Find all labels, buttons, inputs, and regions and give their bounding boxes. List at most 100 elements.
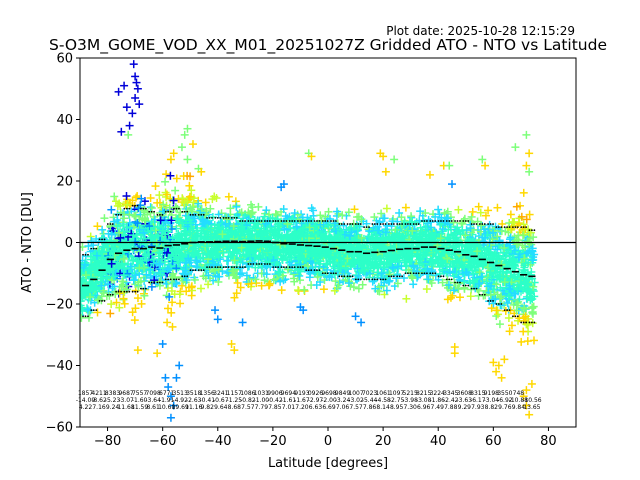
bin-statistics: 1857-14.094.224211-8.627.168383-5.239.24… <box>76 390 542 411</box>
bin-sd-marker <box>153 210 156 213</box>
x-tick-label: 80 <box>540 434 557 449</box>
bin-sd-marker <box>216 266 219 268</box>
data-point <box>520 266 529 275</box>
data-points <box>80 170 539 346</box>
bin-sd-marker <box>208 266 211 268</box>
bin-sd-marker <box>351 275 354 278</box>
data-point <box>197 204 206 213</box>
bin-sd-marker <box>434 220 437 222</box>
outlier-point <box>381 167 390 176</box>
outlier-point <box>120 81 129 90</box>
data-point <box>350 205 359 214</box>
bin-sd-marker <box>417 272 420 275</box>
bin-sd-marker <box>106 293 109 296</box>
bin-sd-marker <box>136 204 139 207</box>
bin-sd-marker <box>462 284 465 287</box>
data-point <box>168 322 177 331</box>
bin-sd-marker <box>456 220 459 222</box>
bin-sd-marker <box>258 263 261 265</box>
bin-sd-marker <box>514 315 517 318</box>
data-point <box>165 264 174 273</box>
bin-sd-marker <box>533 229 536 232</box>
bin-sd-marker <box>117 290 120 293</box>
data-point <box>479 237 488 246</box>
data-point <box>482 286 491 295</box>
bin-sd-marker <box>103 300 106 302</box>
bin-sd-marker <box>454 220 456 222</box>
data-point <box>112 298 121 307</box>
data-point <box>520 230 529 239</box>
bin-sd-marker <box>285 266 288 268</box>
bin-sd-marker <box>409 272 412 275</box>
bin-sd-marker <box>351 223 354 225</box>
data-point <box>171 278 180 287</box>
bin-sd-marker <box>189 213 192 216</box>
data-point <box>448 291 457 300</box>
x-tick-label: 40 <box>430 434 447 449</box>
bin-sd-marker <box>291 266 294 268</box>
bin-sd-marker <box>211 217 213 219</box>
data-point <box>166 171 175 180</box>
bin-sd-marker <box>483 293 486 296</box>
bin-sd-marker <box>454 281 456 284</box>
data-point <box>339 221 348 230</box>
bin-sd-marker <box>318 269 321 272</box>
y-tick-label: 60 <box>56 52 73 67</box>
bin-stat-label: 7.57 <box>349 404 363 411</box>
bin-sd-marker <box>382 278 385 281</box>
data-point <box>303 216 312 225</box>
bin-stat-label: -10.56 <box>522 397 542 404</box>
bin-sd-marker <box>487 300 489 302</box>
outlier-point <box>128 109 137 118</box>
data-point <box>167 308 176 317</box>
bin-sd-marker <box>263 263 266 265</box>
bin-sd-marker <box>531 229 533 232</box>
x-tick-label: −40 <box>204 434 231 449</box>
outlier-point <box>357 318 366 327</box>
data-point <box>119 294 128 303</box>
data-point <box>176 299 185 308</box>
bin-sd-marker <box>233 217 236 219</box>
outlier-point <box>133 84 142 93</box>
bin-sd-marker <box>497 226 500 229</box>
bin-sd-marker <box>280 266 283 268</box>
data-point <box>529 233 538 242</box>
bin-sd-marker <box>500 303 503 305</box>
bin-sd-marker <box>244 266 246 268</box>
data-point <box>208 195 217 204</box>
x-tick-label: −20 <box>259 434 286 449</box>
bin-sd-marker <box>318 220 321 222</box>
bin-sd-marker <box>181 210 184 213</box>
data-point <box>335 225 344 234</box>
outlier-point <box>172 373 181 382</box>
data-point <box>107 205 116 214</box>
data-point <box>164 304 173 313</box>
data-point <box>196 284 205 293</box>
bin-sd-marker <box>211 266 213 268</box>
bin-sd-marker <box>338 223 341 225</box>
bin-sd-marker <box>445 220 448 222</box>
bin-sd-marker <box>183 210 186 213</box>
data-point <box>93 222 102 231</box>
bin-stat-label: 7.06 <box>336 404 350 411</box>
bin-sd-marker <box>244 220 246 222</box>
bin-sd-marker <box>225 217 227 219</box>
bin-sd-marker <box>349 223 351 225</box>
bin-sd-marker <box>409 223 412 225</box>
bin-sd-marker <box>407 272 409 275</box>
bin-sd-marker <box>343 223 346 225</box>
bin-sd-marker <box>134 204 137 207</box>
bin-sd-marker <box>396 223 399 225</box>
data-point <box>224 268 233 277</box>
bin-sd-marker <box>293 220 296 222</box>
data-point <box>260 276 269 285</box>
bin-sd-marker <box>503 309 506 312</box>
data-point <box>106 236 115 245</box>
bin-sd-marker <box>316 269 318 272</box>
data-point <box>224 192 233 201</box>
outlier-point <box>450 349 459 358</box>
data-point <box>98 225 107 234</box>
outlier-point <box>158 339 167 348</box>
data-point <box>100 214 109 223</box>
bin-sd-marker <box>387 275 390 278</box>
